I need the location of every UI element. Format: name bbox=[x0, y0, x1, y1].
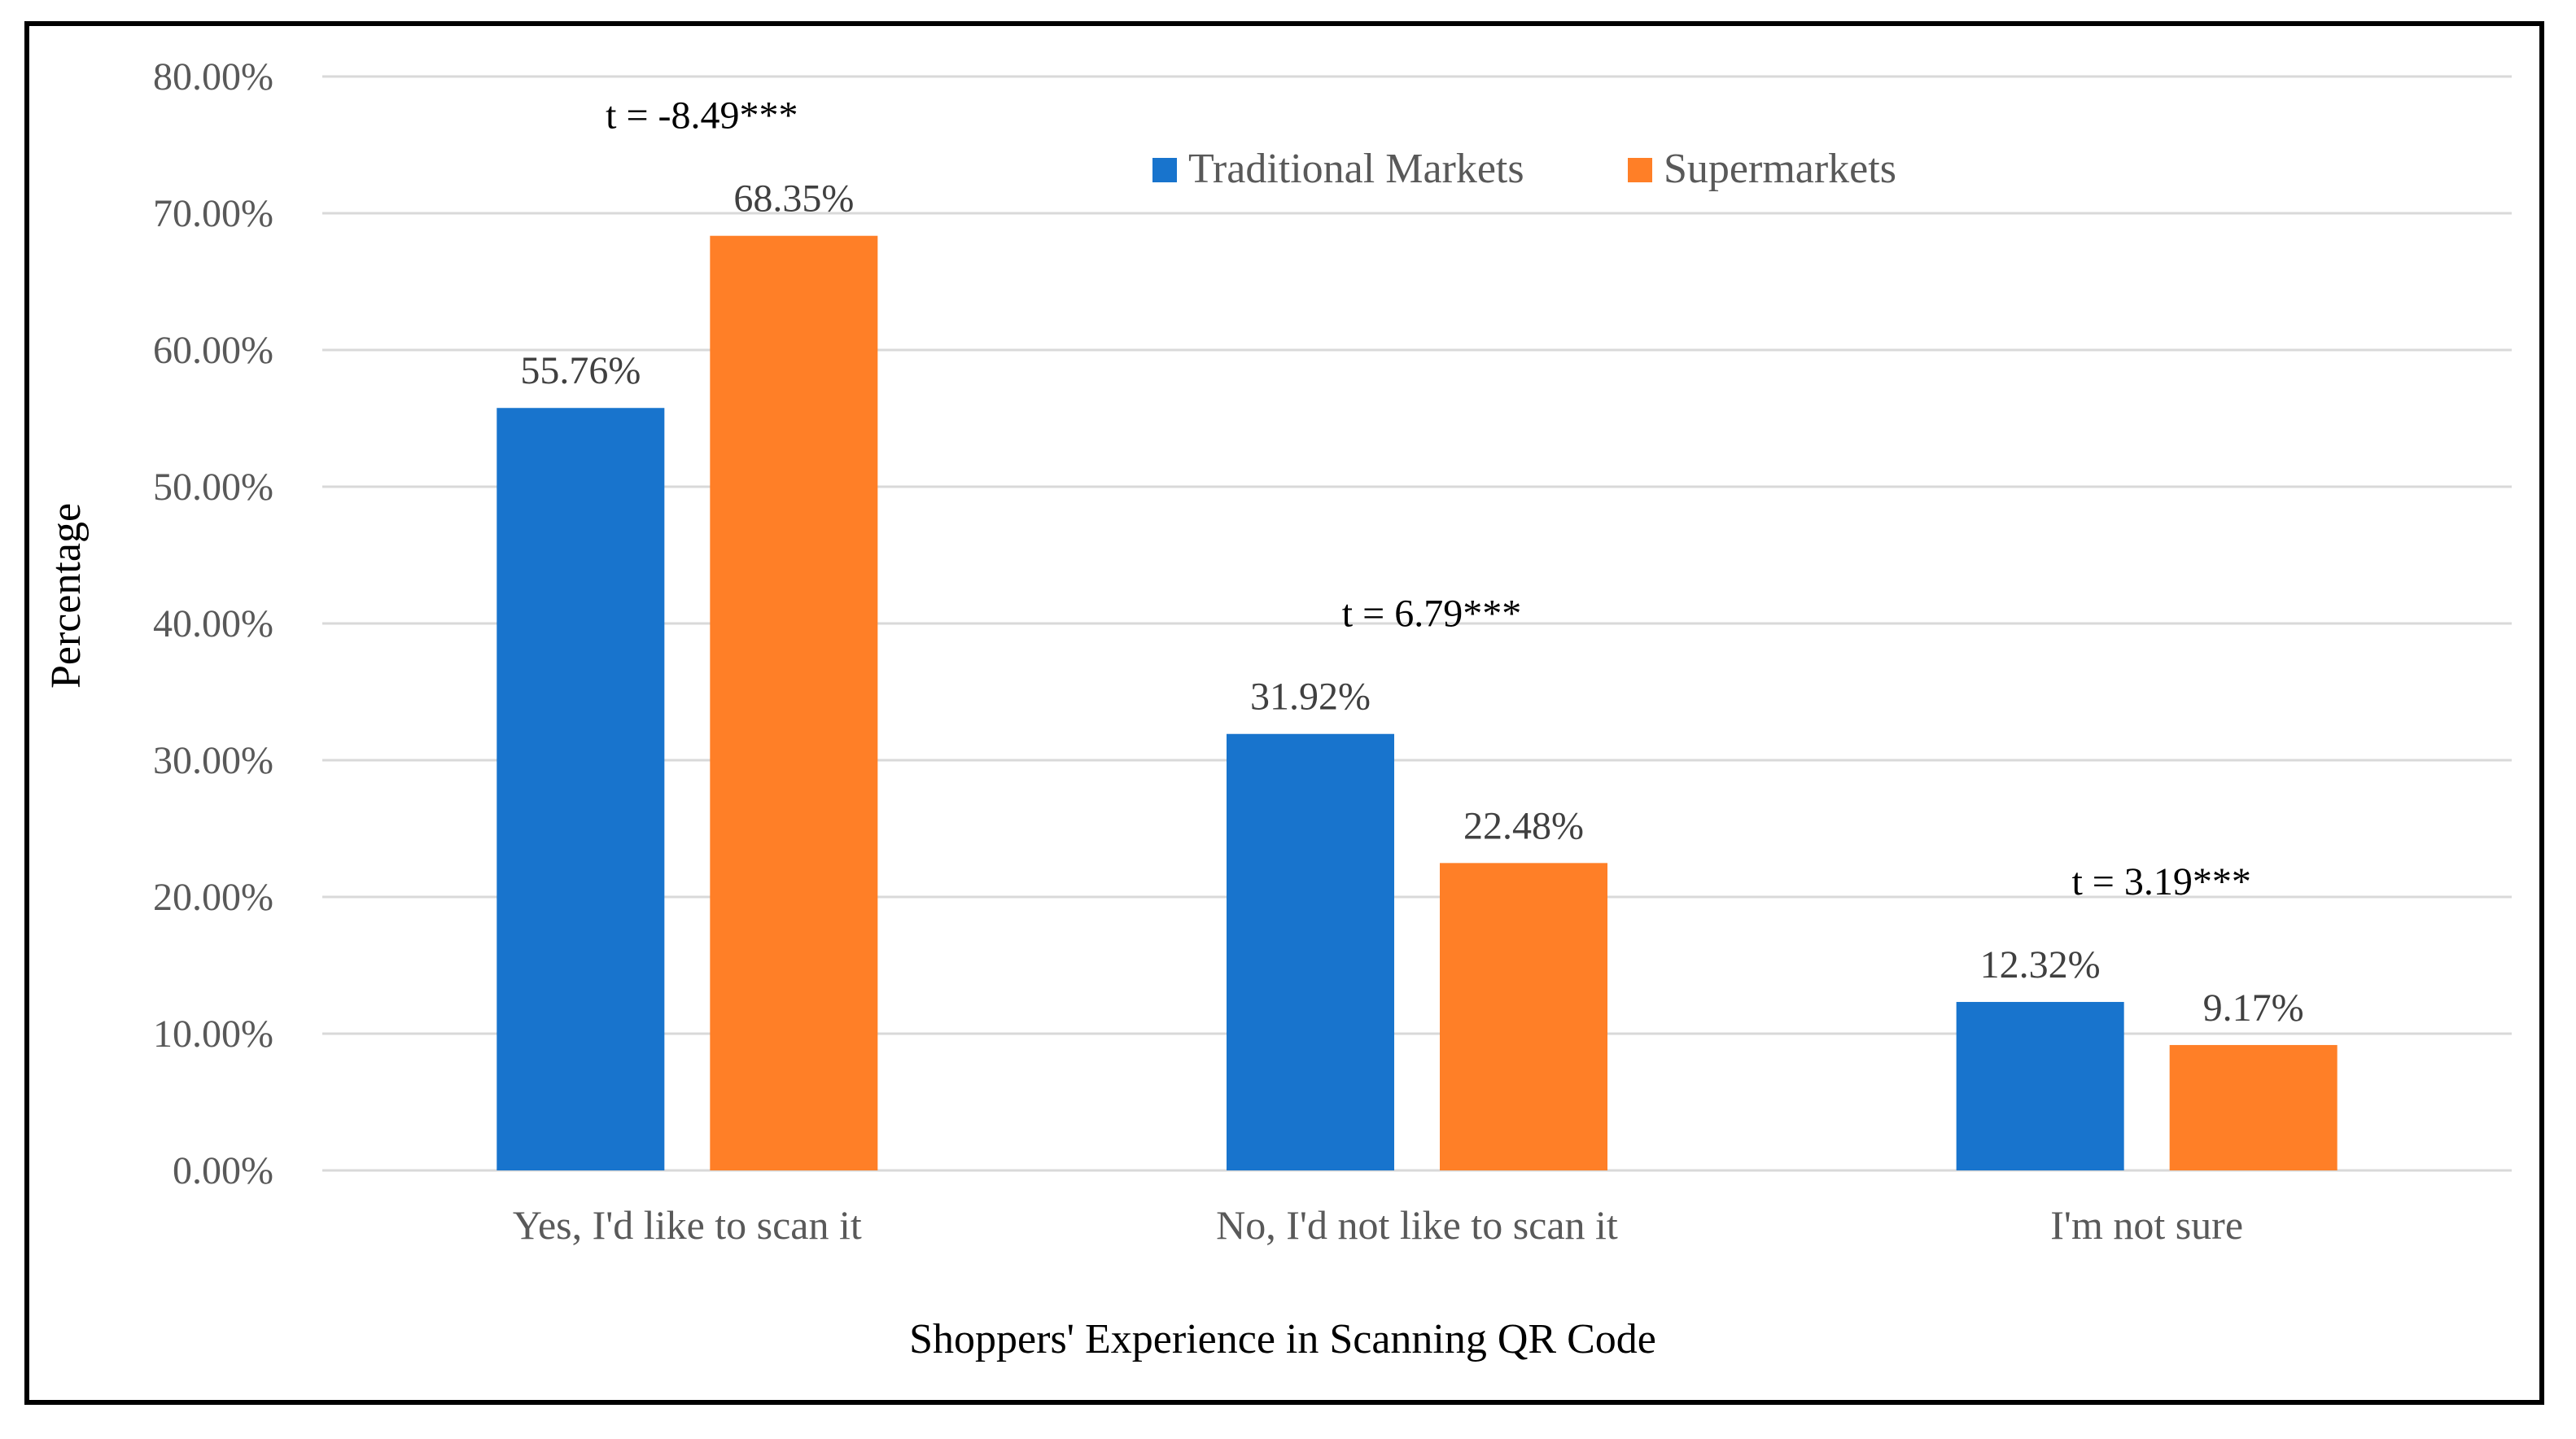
x-category-label: No, I'd not like to scan it bbox=[1216, 1202, 1618, 1248]
bar-supermarkets bbox=[710, 235, 878, 1171]
data-label: 22.48% bbox=[1463, 804, 1584, 847]
data-label: 68.35% bbox=[733, 177, 854, 221]
chart-frame: 0.00% 10.00% 20.00% 30.00% 40.00% 50.00% 60.00… bbox=[24, 21, 2544, 1405]
data-label: 12.32% bbox=[1980, 943, 2101, 986]
annotations: t = -8.49*** t = 6.79*** t = 3.19*** bbox=[606, 94, 2251, 903]
y-tick-label: 80.00% bbox=[153, 55, 273, 98]
bar-supermarkets bbox=[2169, 1044, 2338, 1170]
data-label: 31.92% bbox=[1250, 676, 1371, 719]
y-tick-label: 40.00% bbox=[153, 602, 273, 645]
data-label: 9.17% bbox=[2203, 986, 2304, 1030]
legend: Traditional Markets Supermarkets bbox=[1152, 146, 1896, 192]
y-tick-label: 20.00% bbox=[153, 876, 273, 919]
bar-traditional-markets bbox=[1956, 1002, 2124, 1170]
y-tick-label: 50.00% bbox=[153, 466, 273, 509]
x-axis-title: Shoppers' Experience in Scanning QR Code bbox=[909, 1316, 1656, 1362]
gridlines bbox=[322, 75, 2512, 1172]
y-tick-label: 60.00% bbox=[153, 329, 273, 372]
bar-traditional-markets bbox=[496, 408, 665, 1170]
y-tick-label: 10.00% bbox=[153, 1013, 273, 1056]
y-axis-ticks: 0.00% 10.00% 20.00% 30.00% 40.00% 50.00% 60.00… bbox=[153, 55, 273, 1192]
bars bbox=[496, 235, 2338, 1171]
legend-label: Traditional Markets bbox=[1188, 146, 1524, 192]
y-axis-title: Percentage bbox=[43, 503, 90, 689]
data-labels: 55.76% 68.35% 31.92% 22.48% 12.32% 9.17% bbox=[520, 177, 2303, 1030]
y-tick-label: 0.00% bbox=[173, 1149, 273, 1192]
x-axis-categories: Yes, I'd like to scan it No, I'd not like… bbox=[513, 1202, 2243, 1248]
t-statistic-annotation: t = 6.79*** bbox=[1342, 593, 1521, 636]
y-tick-label: 70.00% bbox=[153, 192, 273, 235]
x-category-label: Yes, I'd like to scan it bbox=[513, 1202, 862, 1248]
legend-swatch bbox=[1152, 158, 1177, 182]
bar-chart: 0.00% 10.00% 20.00% 30.00% 40.00% 50.00% 60.00… bbox=[43, 55, 2512, 1362]
y-tick-label: 30.00% bbox=[153, 739, 273, 782]
t-statistic-annotation: t = -8.49*** bbox=[606, 94, 798, 138]
legend-label: Supermarkets bbox=[1664, 146, 1896, 192]
legend-swatch bbox=[1628, 158, 1652, 182]
data-label: 55.76% bbox=[520, 349, 641, 392]
t-statistic-annotation: t = 3.19*** bbox=[2071, 860, 2250, 903]
x-category-label: I'm not sure bbox=[2050, 1202, 2243, 1248]
bar-supermarkets bbox=[1440, 863, 1607, 1170]
bar-traditional-markets bbox=[1227, 733, 1394, 1170]
